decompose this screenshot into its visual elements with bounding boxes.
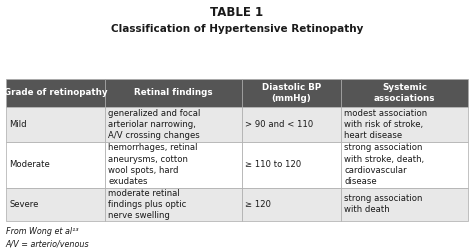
Text: hemorrhages, retinal
aneurysms, cotton
wool spots, hard
exudates: hemorrhages, retinal aneurysms, cotton w… [109, 144, 198, 186]
Text: A/V = arterio/venous: A/V = arterio/venous [6, 240, 89, 248]
Text: Grade of retinopathy: Grade of retinopathy [4, 88, 107, 97]
Text: strong association
with stroke, death,
cardiovascular
disease: strong association with stroke, death, c… [345, 144, 425, 186]
Text: Mild: Mild [9, 120, 27, 128]
Text: From Wong et al¹³: From Wong et al¹³ [6, 227, 78, 236]
Text: Retinal findings: Retinal findings [134, 88, 213, 97]
Text: ≥ 120: ≥ 120 [245, 200, 271, 209]
Text: Moderate: Moderate [9, 160, 50, 169]
Text: Diastolic BP
(mmHg): Diastolic BP (mmHg) [262, 82, 321, 103]
Text: Severe: Severe [9, 200, 38, 209]
Text: ≥ 110 to 120: ≥ 110 to 120 [245, 160, 301, 169]
Text: strong association
with death: strong association with death [345, 194, 423, 214]
Text: modest association
with risk of stroke,
heart disease: modest association with risk of stroke, … [345, 108, 428, 140]
Text: Systemic
associations: Systemic associations [374, 82, 436, 103]
Text: TABLE 1: TABLE 1 [210, 6, 264, 19]
Text: generalized and focal
arteriolar narrowing,
A/V crossing changes: generalized and focal arteriolar narrowi… [109, 108, 201, 140]
Text: Classification of Hypertensive Retinopathy: Classification of Hypertensive Retinopat… [111, 24, 363, 34]
Text: moderate retinal
findings plus optic
nerve swelling: moderate retinal findings plus optic ner… [109, 189, 187, 220]
Text: > 90 and < 110: > 90 and < 110 [245, 120, 313, 128]
